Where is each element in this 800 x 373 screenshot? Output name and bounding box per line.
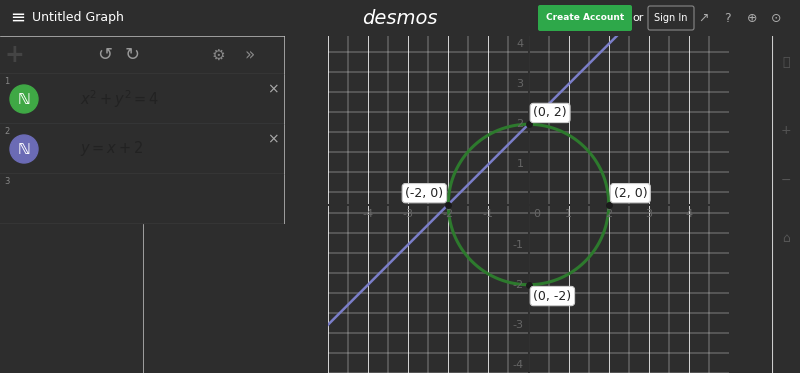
Text: 4: 4 [686,209,693,219]
Text: -4: -4 [362,209,374,219]
Text: 1: 1 [517,159,524,169]
Text: 3: 3 [517,79,524,89]
Text: desmos: desmos [362,9,438,28]
Text: -4: -4 [513,360,524,370]
Text: (2, 0): (2, 0) [614,186,647,200]
Text: ↗: ↗ [698,12,708,25]
Text: 3: 3 [4,177,10,186]
Text: 0: 0 [534,209,540,219]
Text: ⌂: ⌂ [782,232,790,245]
Text: ≡: ≡ [10,9,25,27]
Circle shape [10,85,38,113]
Text: 2: 2 [517,119,524,129]
Text: ℕ: ℕ [18,141,30,157]
FancyBboxPatch shape [538,5,632,31]
Text: -1: -1 [483,209,494,219]
Text: ?: ? [724,12,730,25]
Text: -3: -3 [513,320,524,330]
Text: »: » [245,46,255,64]
Text: (-2, 0): (-2, 0) [406,186,443,200]
Text: ×: × [267,82,279,96]
Text: +: + [781,124,791,137]
Text: or: or [632,13,644,23]
Text: -1: -1 [513,239,524,250]
Circle shape [10,135,38,163]
Text: 🔧: 🔧 [782,56,790,69]
Text: (0, -2): (0, -2) [534,289,571,303]
Text: 4: 4 [517,39,524,49]
Text: ×: × [267,132,279,146]
Text: ↻: ↻ [125,46,139,64]
Text: $y = x + 2$: $y = x + 2$ [80,140,143,159]
Text: ℕ: ℕ [18,91,30,107]
Text: 1: 1 [565,209,572,219]
Text: Sign In: Sign In [654,13,688,23]
Text: -3: -3 [402,209,414,219]
Text: -2: -2 [513,280,524,290]
Text: ↺: ↺ [98,46,113,64]
Text: ⚙: ⚙ [211,47,225,63]
Text: Untitled Graph: Untitled Graph [32,12,124,25]
Text: $x^2 + y^2 = 4$: $x^2 + y^2 = 4$ [80,88,159,110]
Text: (0, 2): (0, 2) [534,106,567,119]
Text: 1: 1 [4,77,10,86]
Text: −: − [781,175,791,187]
Text: 3: 3 [646,209,652,219]
Text: 2: 2 [605,209,612,219]
Text: Create Account: Create Account [546,13,624,22]
Text: +: + [4,43,24,67]
Text: -2: -2 [442,209,454,219]
Text: ⊕: ⊕ [746,12,758,25]
Text: ⊙: ⊙ [770,12,782,25]
Text: 2: 2 [4,127,10,136]
